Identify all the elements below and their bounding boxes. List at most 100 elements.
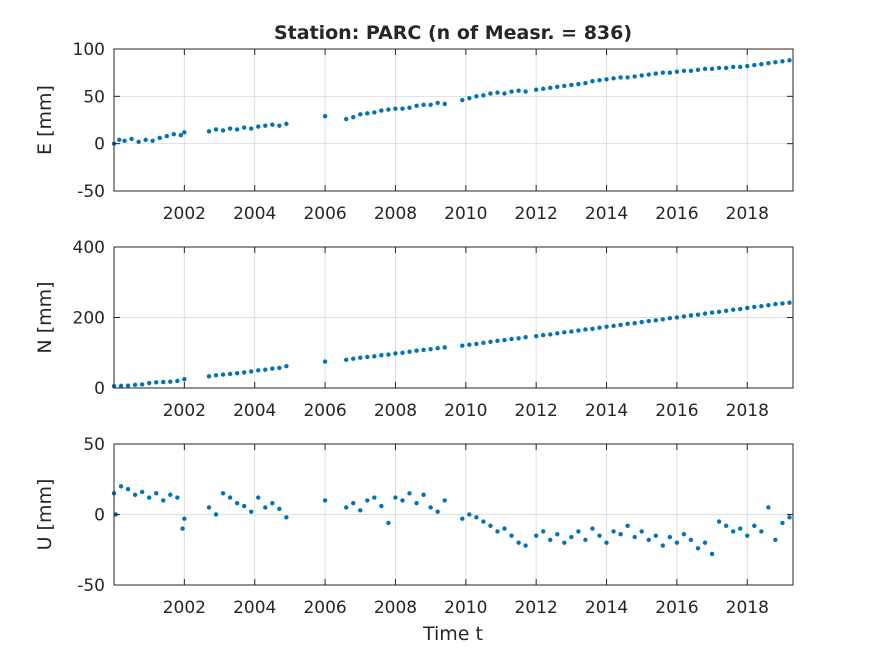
data-point <box>213 373 219 378</box>
data-point <box>171 132 177 137</box>
data-point <box>256 368 261 373</box>
data-point <box>227 126 233 131</box>
data-point <box>780 520 785 526</box>
data-point <box>139 489 145 495</box>
data-point <box>372 354 377 359</box>
data-point <box>136 139 141 144</box>
data-point <box>625 321 630 327</box>
data-point <box>667 316 673 321</box>
data-point <box>730 529 736 534</box>
data-point <box>146 495 152 500</box>
data-point <box>168 379 173 384</box>
data-point <box>379 108 384 113</box>
data-point <box>723 523 729 528</box>
x-tick-label: 2002 <box>163 204 206 224</box>
data-point <box>516 88 521 93</box>
data-point <box>481 519 486 524</box>
data-point <box>709 551 715 557</box>
y-axis-label: U [mm] <box>34 479 56 551</box>
data-point <box>213 127 219 132</box>
y-tick-label: -50 <box>77 182 105 202</box>
data-point <box>393 106 398 111</box>
data-point <box>234 370 240 376</box>
data-point <box>460 516 465 521</box>
data-point <box>351 356 356 361</box>
data-point <box>516 336 521 341</box>
data-point <box>597 325 602 330</box>
data-point <box>206 374 212 379</box>
data-point <box>653 533 658 538</box>
data-point <box>488 339 493 345</box>
data-point <box>400 106 405 111</box>
data-point <box>716 309 722 315</box>
data-point <box>182 516 187 521</box>
x-tick-label: 2006 <box>303 204 346 224</box>
data-point <box>773 60 778 65</box>
data-point <box>206 129 212 134</box>
data-point <box>322 114 328 119</box>
data-point <box>618 75 623 80</box>
data-point <box>421 102 426 108</box>
data-point <box>277 506 282 512</box>
data-point <box>474 515 479 520</box>
data-point <box>639 73 644 78</box>
data-point <box>646 537 651 543</box>
data-point <box>702 66 708 72</box>
data-point <box>343 116 349 122</box>
data-point <box>611 529 616 534</box>
data-point <box>590 326 595 331</box>
data-point <box>284 515 289 520</box>
x-tick-label: 2012 <box>515 204 558 224</box>
data-point <box>234 501 240 506</box>
data-point <box>695 312 701 317</box>
data-point <box>723 65 729 71</box>
data-point <box>407 349 412 354</box>
data-point <box>787 515 792 520</box>
data-point <box>548 85 553 91</box>
data-point <box>681 314 687 319</box>
data-point <box>122 138 127 144</box>
data-point <box>667 70 673 75</box>
data-point <box>576 529 581 534</box>
data-point <box>773 301 778 307</box>
data-point <box>695 67 701 73</box>
data-point <box>509 336 514 342</box>
x-tick-label: 2018 <box>726 204 769 224</box>
data-point <box>322 498 328 503</box>
data-point <box>467 342 472 347</box>
data-point <box>284 363 289 369</box>
x-tick-label: 2018 <box>726 401 769 421</box>
data-point <box>562 540 567 545</box>
data-point <box>125 383 131 388</box>
data-point <box>118 383 124 389</box>
data-point <box>139 382 145 387</box>
data-point <box>569 534 574 540</box>
data-point <box>428 347 433 352</box>
data-point <box>555 532 560 537</box>
data-point <box>759 304 764 309</box>
y-tick-label: 50 <box>83 87 105 107</box>
data-point <box>129 136 134 142</box>
data-point <box>523 89 528 94</box>
data-point <box>400 350 405 355</box>
y-tick-label: 100 <box>73 40 105 60</box>
data-point <box>351 114 356 120</box>
data-point <box>386 520 391 526</box>
data-point <box>407 491 412 496</box>
data-point <box>175 495 180 500</box>
data-point <box>182 130 187 135</box>
data-point <box>541 529 546 534</box>
data-point <box>787 300 792 305</box>
data-point <box>182 376 187 382</box>
data-point <box>284 121 289 126</box>
data-point <box>118 484 124 489</box>
data-point <box>523 335 528 340</box>
data-point <box>358 112 363 117</box>
data-point <box>502 526 507 531</box>
data-point <box>604 77 609 82</box>
data-point <box>632 534 637 540</box>
data-point <box>277 365 282 371</box>
data-point <box>256 124 261 129</box>
data-point <box>780 59 785 64</box>
